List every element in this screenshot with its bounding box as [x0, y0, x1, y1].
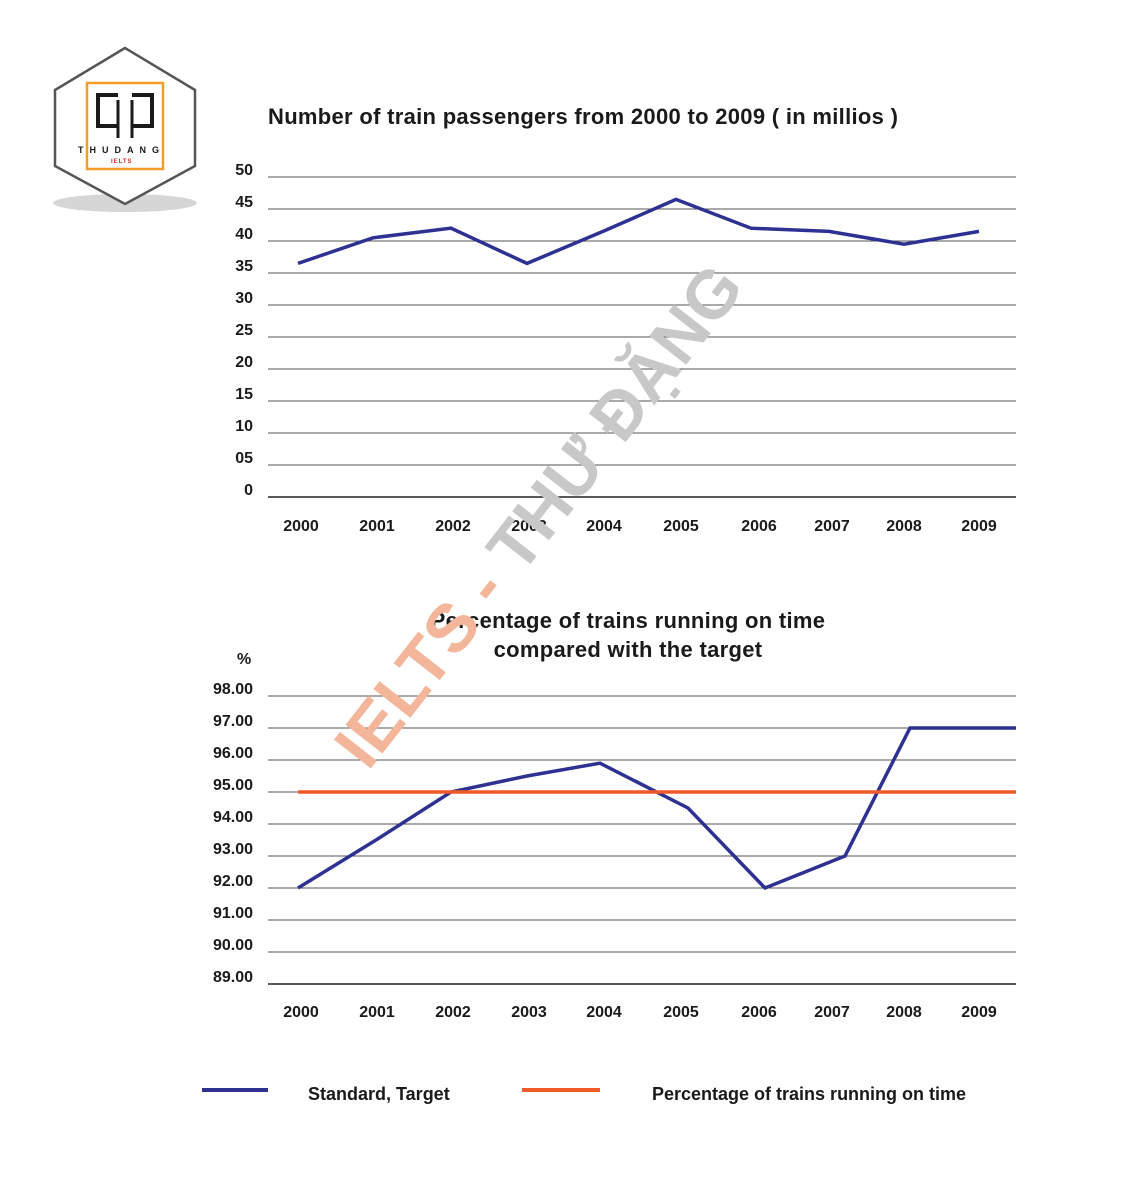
legend-label-standard-target: Standard, Target	[308, 1084, 450, 1104]
chart2-x-tick-label: 2009	[961, 1004, 997, 1021]
chart2-title-line2: compared with the target	[494, 637, 763, 662]
logo-sub: IELTS	[111, 159, 133, 165]
chart2-x-tick-label: 2000	[283, 1004, 319, 1021]
chart1-x-tick-label: 2007	[814, 518, 850, 535]
chart2-y-tick-label: 97.00	[213, 713, 253, 730]
chart2-x-tick-label: 2008	[886, 1004, 922, 1021]
chart2-y-tick-label: 89.00	[213, 969, 253, 986]
chart1-x-tick-label: 2009	[961, 518, 997, 535]
chart2-y-tick-label: 92.00	[213, 873, 253, 890]
chart2-x-tick-label: 2004	[586, 1004, 622, 1021]
chart2-x-tick-label: 2005	[663, 1004, 699, 1021]
chart2-title-line1: Percentage of trains running on time	[431, 608, 826, 633]
watermark: IELTS - THƯ ĐẶNG	[320, 250, 758, 781]
chart1-x-tick-label: 2001	[359, 518, 395, 535]
chart2-legend: Standard, Target Percentage of trains ru…	[202, 1084, 966, 1104]
chart2-x-tick-label: 2007	[814, 1004, 850, 1021]
watermark-part2: THƯ ĐẶNG	[473, 250, 758, 585]
chart2-x-axis-ticks: 2000 2001 2002 2003 2004 2005 2006 2007 2008 2009	[283, 1004, 997, 1021]
chart1-y-tick-label: 40	[235, 226, 253, 243]
chart1-x-axis-ticks: 2000 2001 2002 2003 2004 2005 2006 2007 2008 2009	[283, 518, 997, 535]
chart2-y-tick-label: 98.00	[213, 681, 253, 698]
chart2-y-unit-label: %	[237, 651, 251, 668]
chart1-y-tick-label: 20	[235, 354, 253, 371]
chart1-title: Number of train passengers from 2000 to …	[268, 104, 898, 129]
chart1-y-tick-label: 45	[235, 194, 253, 211]
chart1-x-tick-label: 2005	[663, 518, 699, 535]
chart2-y-tick-label: 90.00	[213, 937, 253, 954]
legend-label-on-time: Percentage of trains running on time	[652, 1084, 966, 1104]
brand-logo: THUDANG IELTS	[53, 46, 197, 212]
chart2-x-tick-label: 2003	[511, 1004, 547, 1021]
logo-name: THUDANG	[78, 145, 165, 155]
chart1-y-tick-label: 10	[235, 418, 253, 435]
chart2-gridlines	[268, 695, 1016, 985]
chart1-x-tick-label: 2000	[283, 518, 319, 535]
chart2-y-tick-label: 94.00	[213, 809, 253, 826]
chart2-y-tick-label: 96.00	[213, 745, 253, 762]
chart2-x-tick-label: 2001	[359, 1004, 395, 1021]
chart2-y-tick-label: 93.00	[213, 841, 253, 858]
chart2-x-tick-label: 2002	[435, 1004, 471, 1021]
chart2-series	[297, 726, 1017, 891]
chart2-y-tick-label: 95.00	[213, 777, 253, 794]
chart2-y-axis-ticks: 89.00 90.00 91.00 92.00 93.00 94.00 95.00 96.00…	[213, 681, 253, 986]
chart1-series	[297, 197, 980, 266]
chart1-x-tick-label: 2003	[511, 518, 547, 535]
chart1-y-tick-label: 30	[235, 290, 253, 307]
chart1-y-tick-label: 0	[244, 482, 253, 499]
chart2-x-tick-label: 2006	[741, 1004, 777, 1021]
chart1-x-tick-label: 2006	[741, 518, 777, 535]
chart1-gridlines	[268, 176, 1016, 498]
chart1-y-axis-ticks: 0 05 10 15 20 25 30 35 40 45 50	[235, 162, 253, 499]
chart1-series-line-1	[297, 197, 980, 266]
chart1-y-tick-label: 50	[235, 162, 253, 179]
chart2-y-tick-label: 91.00	[213, 905, 253, 922]
chart1-y-tick-label: 05	[235, 450, 253, 467]
chart1-x-tick-label: 2002	[435, 518, 471, 535]
chart1-y-tick-label: 15	[235, 386, 253, 403]
chart1-y-tick-label: 25	[235, 322, 253, 339]
chart1-x-tick-label: 2004	[586, 518, 622, 535]
chart1-y-tick-label: 35	[235, 258, 253, 275]
chart2-series-line-1	[297, 726, 1016, 891]
chart1-x-tick-label: 2008	[886, 518, 922, 535]
